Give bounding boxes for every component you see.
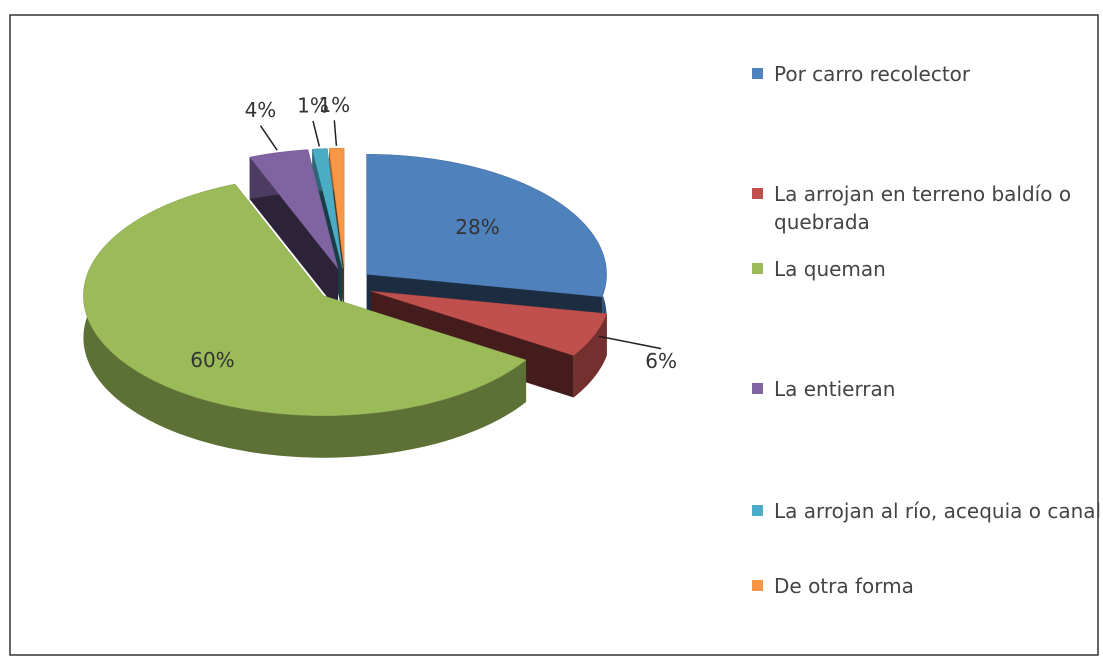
leader-line	[333, 120, 338, 146]
legend-item: La arrojan al río, acequia o canal	[752, 497, 1103, 525]
data-label: 1%	[297, 93, 329, 117]
slice-group	[249, 149, 339, 311]
legend-label: Por carro recolector	[774, 62, 971, 86]
data-label: 4%	[245, 98, 277, 122]
legend-item: De otra forma	[752, 572, 1103, 600]
leader-line	[259, 125, 278, 151]
legend-label: La entierran	[774, 377, 896, 401]
legend-label: De otra forma	[774, 574, 914, 598]
slice	[311, 148, 343, 269]
legend-item: La queman	[752, 255, 1103, 283]
data-label: 1%	[318, 93, 350, 117]
slice-wall	[249, 157, 339, 311]
frame	[9, 14, 1099, 656]
legend-swatch	[752, 580, 763, 591]
data-label: 6%	[645, 349, 677, 373]
legend-swatch	[752, 263, 763, 274]
data-label: 28%	[455, 215, 499, 239]
leader-line	[312, 120, 321, 147]
slice-group	[83, 183, 527, 458]
legend-label: La arrojan al río, acequia o canal	[774, 499, 1102, 523]
legend-swatch	[752, 68, 763, 79]
legend-label: La arrojan en terreno baldío o quebrada	[774, 182, 1072, 234]
slice	[328, 147, 345, 269]
legend-swatch	[752, 383, 763, 394]
slice	[370, 290, 608, 356]
legend-swatch	[752, 505, 763, 516]
legend-item: La entierran	[752, 375, 1103, 403]
legend-label: La queman	[774, 257, 886, 281]
legend-item: Por carro recolector	[752, 60, 1103, 88]
slice	[83, 183, 527, 416]
slice	[366, 154, 607, 298]
slice-side	[573, 313, 607, 398]
slice	[249, 149, 339, 269]
leader-line	[598, 335, 662, 350]
legend-item: La arrojan en terreno baldío o quebrada	[752, 180, 1103, 236]
data-label: 60%	[190, 348, 234, 372]
legend-swatch	[752, 188, 763, 199]
